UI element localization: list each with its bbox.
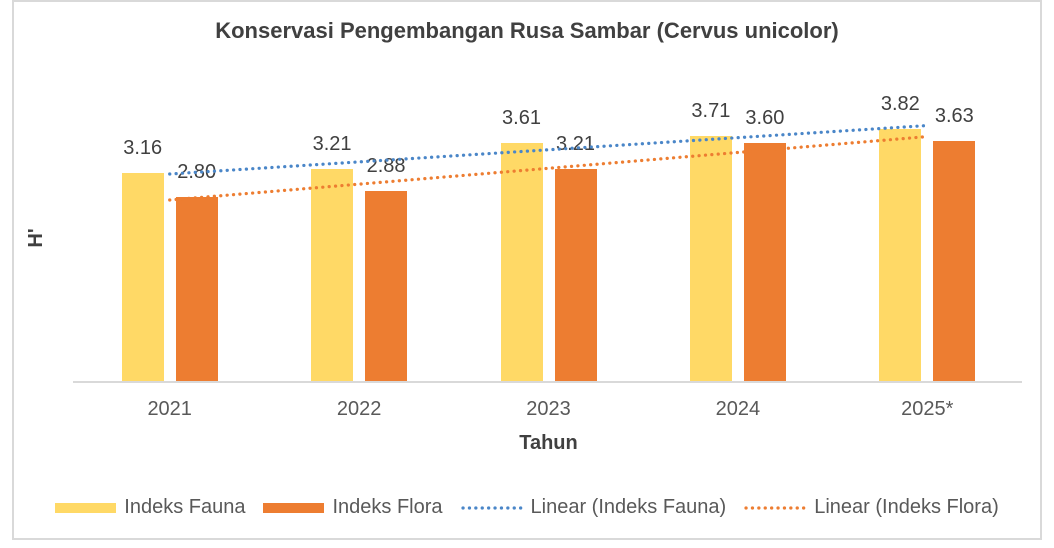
x-tick-2025: 2025* bbox=[901, 398, 954, 420]
plot-area: 3.16 3.21 3.61 3.71 3.82 2.80 2.88 3.21 3.60 3.63 bbox=[75, 70, 1022, 383]
legend-swatch-dotted-line-icon bbox=[460, 505, 523, 510]
legend-label: Indeks Fauna bbox=[124, 496, 246, 518]
trendline-linear-indeks-fauna- bbox=[168, 123, 929, 176]
x-tick-2022: 2022 bbox=[336, 398, 382, 420]
legend-swatch-bar-icon bbox=[263, 502, 325, 513]
data-label: 3.71 bbox=[691, 99, 731, 122]
trendline-linear-indeks-flora- bbox=[168, 134, 929, 202]
legend-swatch-dotted-line-icon bbox=[744, 505, 806, 510]
data-label: 3.61 bbox=[502, 106, 541, 129]
bar-indeks-flora-2025* bbox=[933, 141, 976, 383]
legend-swatch-bar-icon bbox=[55, 502, 117, 513]
legend-label: Linear (Indeks Flora) bbox=[814, 496, 999, 518]
data-label: 3.63 bbox=[934, 105, 974, 128]
legend-item-linear-indeks-flora-: Linear (Indeks Flora) bbox=[744, 496, 999, 519]
bar-indeks-flora-2023 bbox=[554, 169, 597, 383]
x-tick-2024: 2024 bbox=[715, 398, 761, 420]
x-tick-2021: 2021 bbox=[147, 398, 192, 420]
legend-item-indeks-fauna: Indeks Fauna bbox=[55, 496, 245, 519]
bar-indeks-flora-2024 bbox=[743, 143, 786, 383]
bar-indeks-flora-2022 bbox=[365, 191, 408, 383]
bar-indeks-fauna-2022 bbox=[311, 169, 354, 383]
bar-indeks-flora-2021 bbox=[175, 196, 218, 383]
trendline-layer bbox=[168, 123, 929, 202]
chart-title: Konservasi Pengembangan Rusa Sambar (Cer… bbox=[215, 18, 839, 43]
x-tick-2023: 2023 bbox=[526, 398, 571, 420]
legend-item-linear-indeks-fauna-: Linear (Indeks Fauna) bbox=[460, 496, 727, 519]
bar-indeks-fauna-2024 bbox=[689, 135, 732, 383]
legend-label: Linear (Indeks Fauna) bbox=[530, 496, 727, 518]
data-label: 3.16 bbox=[123, 136, 163, 159]
data-label: 3.21 bbox=[312, 133, 352, 156]
bar-indeks-fauna-2021 bbox=[121, 172, 164, 383]
data-label: 3.82 bbox=[880, 92, 920, 115]
data-label: 2.88 bbox=[366, 155, 406, 178]
x-axis-line bbox=[73, 381, 1022, 383]
legend-item-indeks-flora: Indeks Flora bbox=[263, 496, 443, 519]
x-axis-title: Tahun bbox=[519, 432, 578, 454]
bar-indeks-fauna-2025* bbox=[879, 128, 922, 383]
y-axis-title: H' bbox=[24, 228, 47, 248]
x-axis-tick-labels: 2021 2022 2023 2024 2025* bbox=[75, 398, 1022, 420]
data-label: 3.60 bbox=[745, 107, 785, 130]
chart-legend: Indeks Fauna Indeks Flora Linear (Indeks F… bbox=[0, 496, 1054, 519]
legend-label: Indeks Flora bbox=[332, 496, 443, 518]
bar-indeks-fauna-2023 bbox=[500, 142, 543, 383]
